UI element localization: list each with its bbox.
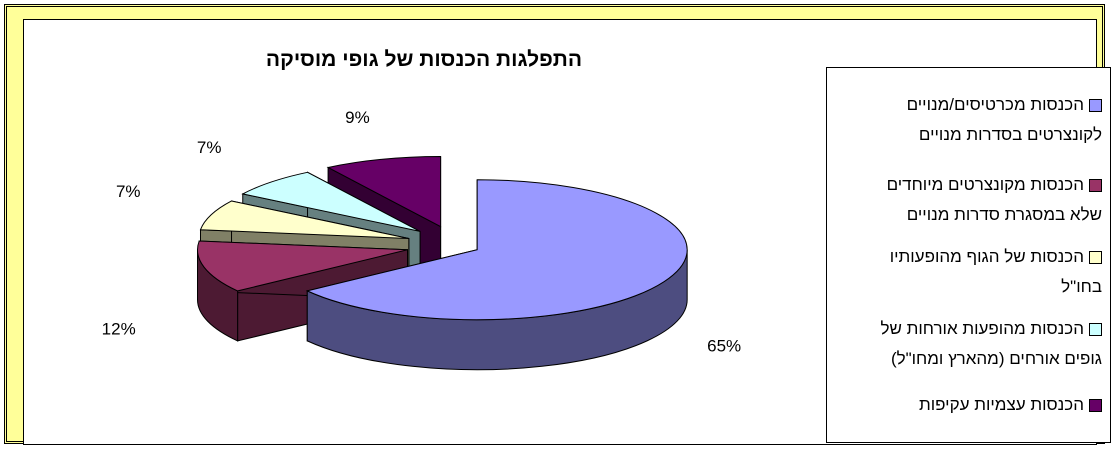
legend-label: הכנסות מכרטיסים/מנויים לקונצרטים בסדרות … xyxy=(906,95,1102,144)
slice-value-label: 7% xyxy=(197,138,222,157)
legend-label: הכנסות עצמיות עקיפות xyxy=(918,395,1084,414)
legend-swatch xyxy=(1089,399,1102,413)
slice-value-label: 9% xyxy=(345,108,370,127)
slice-value-label: 12% xyxy=(102,319,136,338)
chart-area: התפלגות הכנסות של גופי מוסיקה 65% 12% 7% 7%… xyxy=(23,19,1111,445)
legend-swatch xyxy=(1089,251,1102,265)
legend-label: הכנסות מהופעות אורחות של גופים אורחים (מ… xyxy=(880,319,1102,368)
pie-chart: 65% 12% 7% 7% 9% xyxy=(102,108,741,371)
pie-slice xyxy=(305,179,688,371)
legend-item-abroad: הכנסות של הגוף מהופעותיו בחו"ל xyxy=(852,242,1102,302)
legend-item-indirect: הכנסות עצמיות עקיפות xyxy=(852,390,1102,420)
legend-item-special-concerts: הכנסות מקונצרטים מיוחדים שלא במסגרת סדרו… xyxy=(852,170,1102,230)
slice-value-label: 65% xyxy=(707,337,741,356)
legend-swatch xyxy=(1089,323,1102,337)
legend-item-subscriptions: הכנסות מכרטיסים/מנויים לקונצרטים בסדרות … xyxy=(852,90,1102,150)
legend-swatch xyxy=(1089,99,1102,113)
legend: הכנסות מכרטיסים/מנויים לקונצרטים בסדרות … xyxy=(826,67,1111,443)
chart-title: התפלגות הכנסות של גופי מוסיקה xyxy=(265,48,583,71)
legend-label: הכנסות של הגוף מהופעותיו בחו"ל xyxy=(889,247,1102,296)
legend-label: הכנסות מקונצרטים מיוחדים שלא במסגרת סדרו… xyxy=(886,175,1102,224)
legend-item-guest-performances: הכנסות מהופעות אורחות של גופים אורחים (מ… xyxy=(852,314,1102,374)
legend-swatch xyxy=(1089,179,1102,193)
chart-frame: התפלגות הכנסות של גופי מוסיקה 65% 12% 7% 7%… xyxy=(4,4,1111,445)
slice-value-label: 7% xyxy=(116,182,141,201)
